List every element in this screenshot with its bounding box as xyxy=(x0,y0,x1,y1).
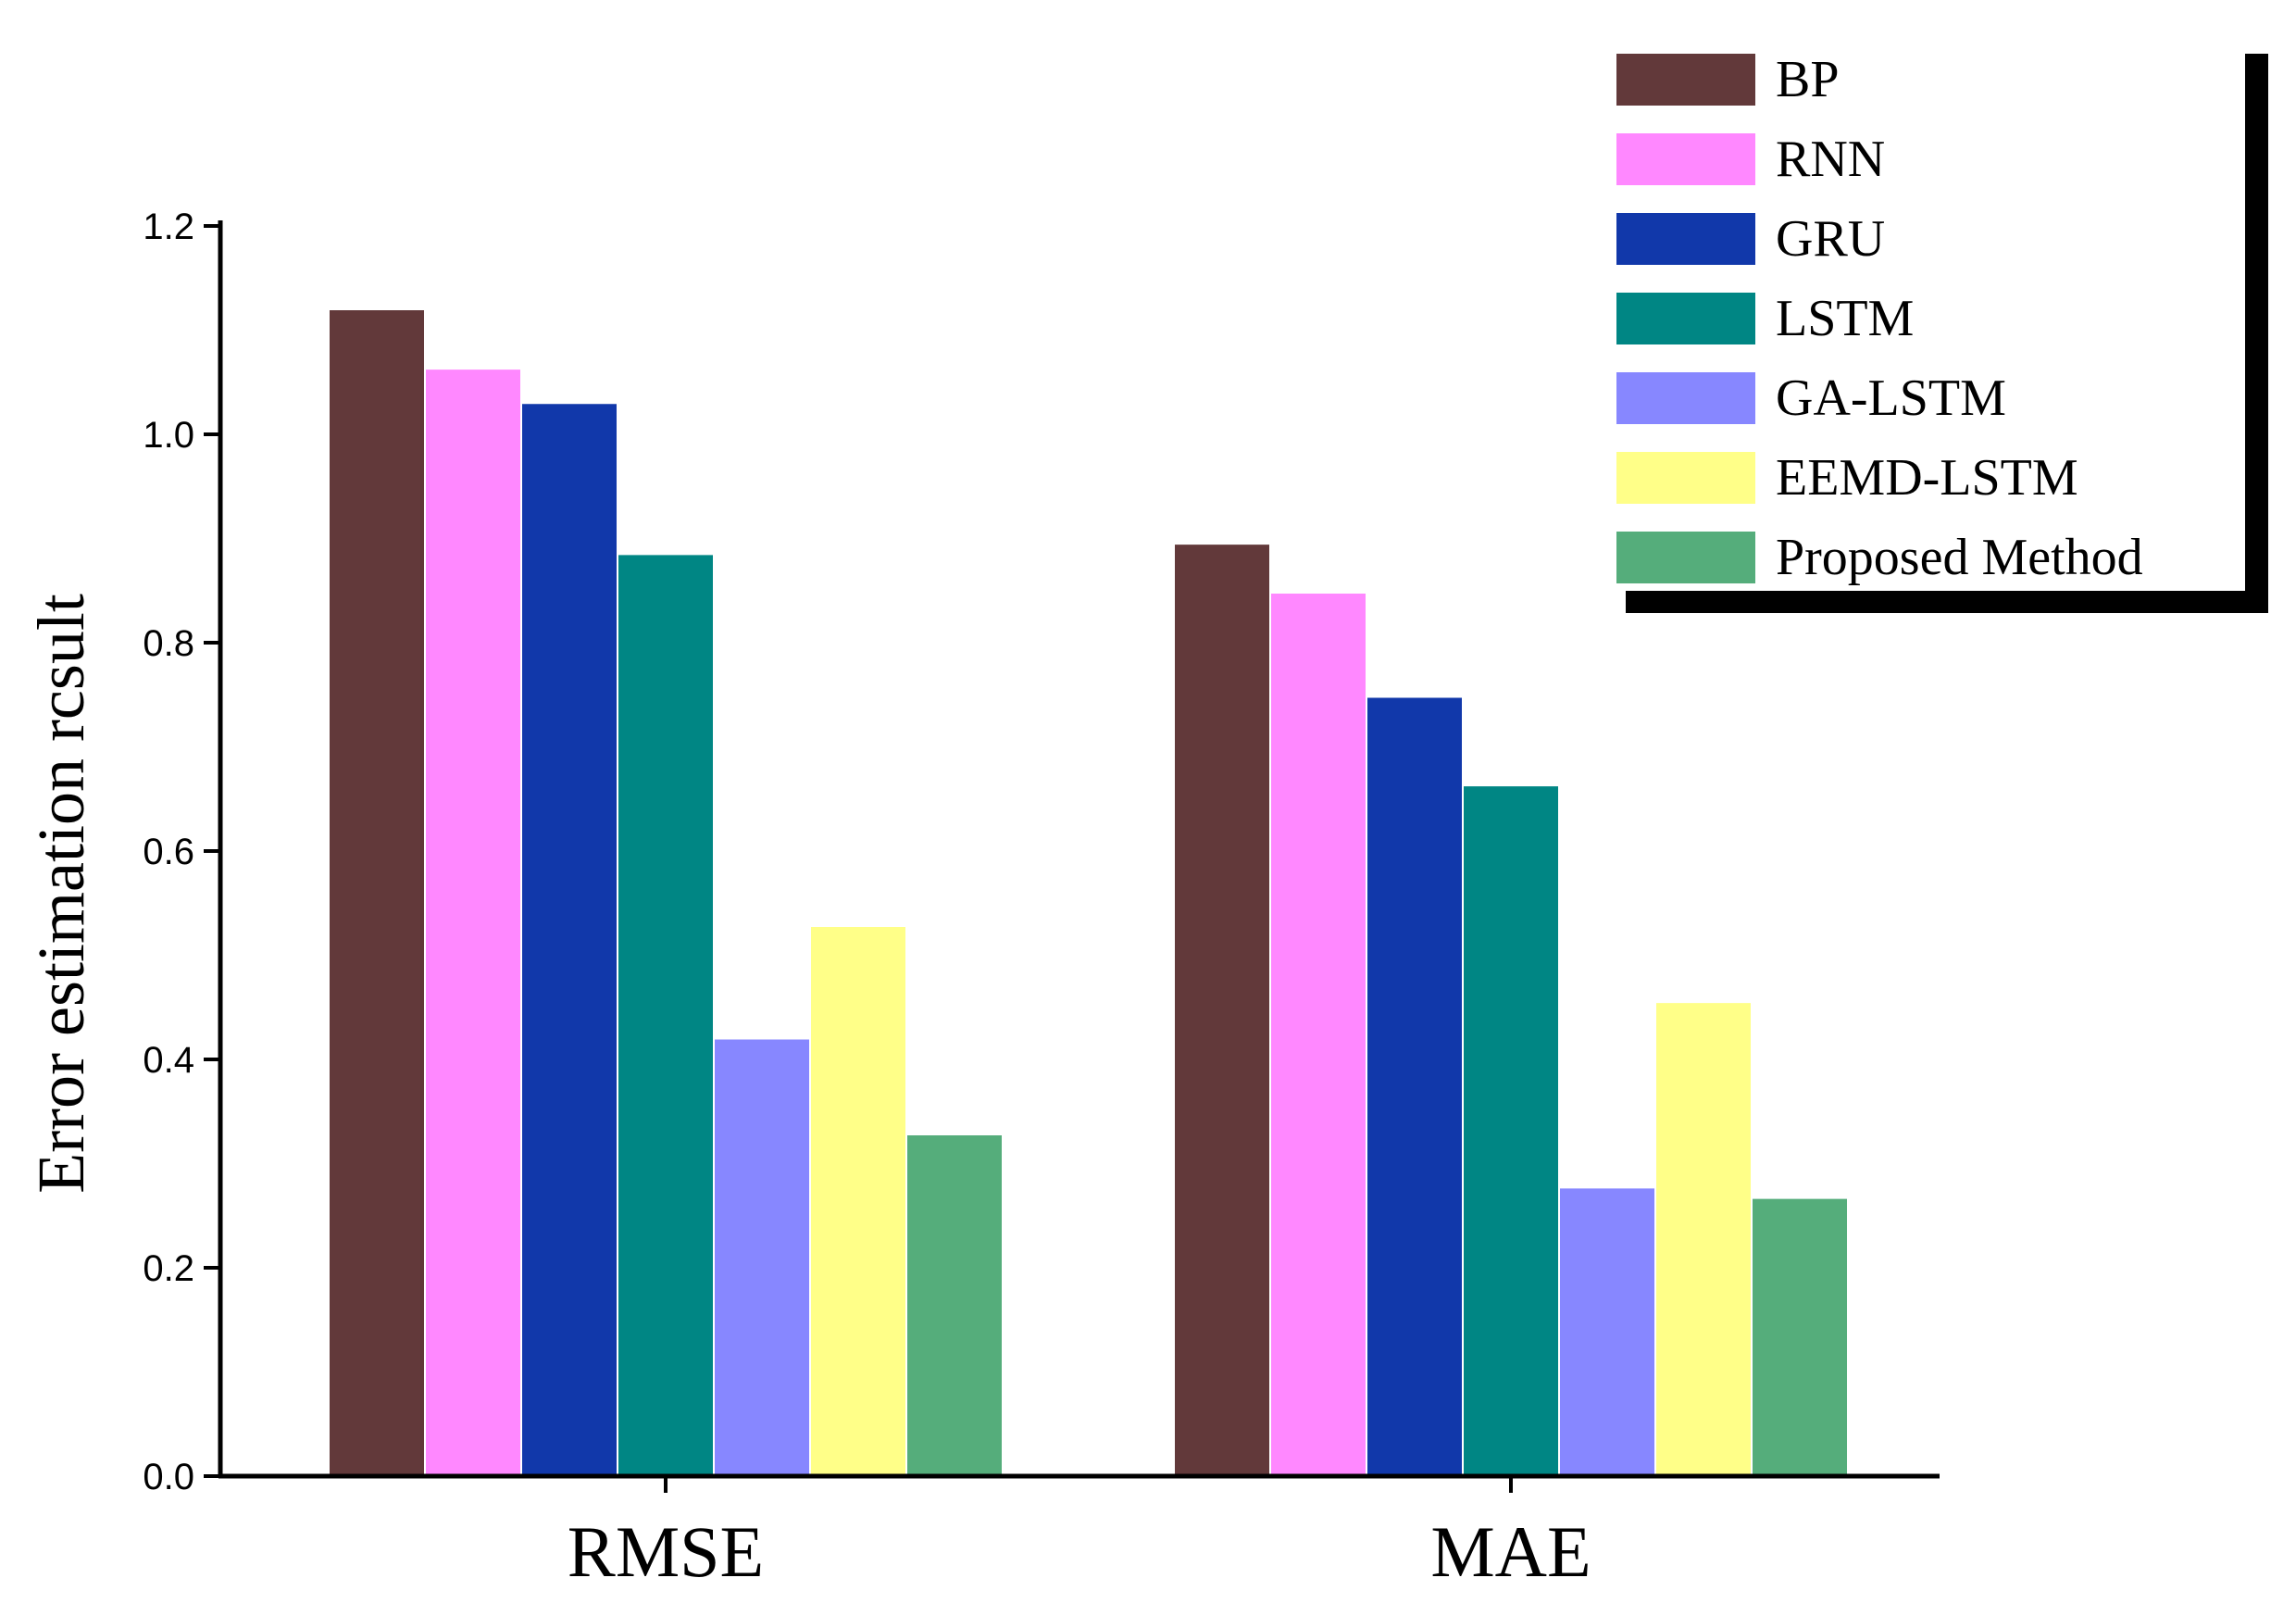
legend-label: GRU xyxy=(1776,210,1885,268)
bar-rmse-lstm xyxy=(617,553,715,1477)
bar-rmse-ga-lstm xyxy=(713,1037,811,1477)
y-tick-label: 1.2 xyxy=(143,207,194,247)
bar-mae-gru xyxy=(1366,695,1464,1477)
category-label: RMSE xyxy=(568,1511,764,1592)
y-tick-label: 0.4 xyxy=(143,1040,194,1081)
bar-mae-eemd-lstm xyxy=(1654,1001,1753,1477)
bar-rmse-gru xyxy=(520,402,618,1477)
legend-swatch xyxy=(1616,54,1755,106)
legend-swatch xyxy=(1616,133,1755,185)
bars-group xyxy=(328,308,1849,1477)
bar-rmse-rnn xyxy=(424,368,522,1477)
y-axis-label: Error estimation rcsult xyxy=(24,594,98,1194)
bar-rmse-bp xyxy=(328,308,426,1477)
legend-swatch xyxy=(1616,213,1755,265)
bar-mae-bp xyxy=(1173,543,1271,1477)
legend-label: EEMD-LSTM xyxy=(1776,449,2078,507)
y-tick-label: 0.8 xyxy=(143,623,194,664)
legend-label: BP xyxy=(1776,51,1840,108)
legend-swatch xyxy=(1616,372,1755,424)
bar-mae-proposed-method xyxy=(1751,1196,1849,1477)
legend-swatch xyxy=(1616,532,1755,583)
legend-label: LSTM xyxy=(1776,290,1914,347)
legend: BP RNN GRU LSTM GA-LSTM EEMD-LSTM Proposed Met… xyxy=(1606,35,2268,613)
bar-rmse-proposed-method xyxy=(905,1133,1004,1477)
legend-label: Proposed Method xyxy=(1776,529,2143,586)
legend-swatch xyxy=(1616,452,1755,504)
bar-rmse-eemd-lstm xyxy=(809,925,907,1477)
bar-mae-ga-lstm xyxy=(1558,1186,1656,1477)
legend-label: RNN xyxy=(1776,131,1885,188)
category-label: MAE xyxy=(1430,1511,1591,1592)
y-tick-label: 0.6 xyxy=(143,832,194,872)
category-labels-group: RMSE MAE xyxy=(568,1476,1591,1592)
bar-mae-lstm xyxy=(1462,784,1560,1477)
legend-swatch xyxy=(1616,293,1755,344)
y-tick-label: 0.2 xyxy=(143,1248,194,1289)
legend-items-group: BP RNN GRU LSTM GA-LSTM EEMD-LSTM Proposed Met… xyxy=(1616,51,2143,586)
y-tick-label: 1.0 xyxy=(143,415,194,456)
legend-label: GA-LSTM xyxy=(1776,369,2006,427)
y-tick-label: 0.0 xyxy=(143,1457,194,1497)
y-ticks-group: 0.0 0.2 0.4 0.6 0.8 1.0 1.2 xyxy=(143,207,220,1497)
bar-mae-rnn xyxy=(1269,592,1367,1477)
